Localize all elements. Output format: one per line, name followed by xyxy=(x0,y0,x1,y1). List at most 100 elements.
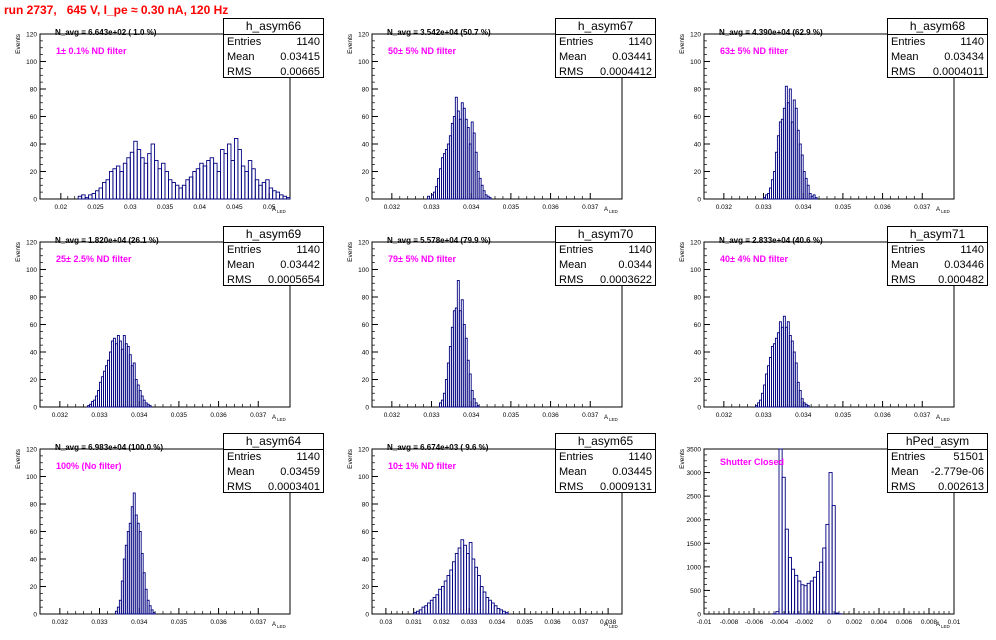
x-tick-label: 0.032 xyxy=(384,412,401,419)
histogram-bin xyxy=(807,583,810,614)
histogram-bin xyxy=(248,161,251,200)
x-tick-label: 0.034 xyxy=(463,204,480,211)
navg-label: N_avg = 2.833e+04 (40.6 %) xyxy=(719,236,823,245)
y-tick-label: 60 xyxy=(694,322,702,329)
y-axis-title: Events xyxy=(15,241,22,262)
histogram-bin xyxy=(785,529,788,614)
histogram-bin xyxy=(273,191,276,199)
y-tick-label: 80 xyxy=(362,502,370,509)
histogram-bin xyxy=(792,569,795,614)
y-tick-label: 40 xyxy=(30,350,38,357)
x-tick-label: 0.004 xyxy=(871,619,888,626)
y-tick-label: 20 xyxy=(30,169,38,176)
histogram-bin xyxy=(217,172,220,200)
y-tick-label: 2000 xyxy=(687,517,702,524)
histogram-name: h_asym71 xyxy=(888,227,987,243)
y-tick-label: 60 xyxy=(30,529,38,536)
x-axis-title-subscript: LED xyxy=(277,417,287,422)
stats-label-rms: RMS xyxy=(227,480,251,495)
histogram-bin xyxy=(280,195,283,199)
y-tick-label: 60 xyxy=(30,322,38,329)
y-axis-title: Events xyxy=(347,241,354,262)
y-tick-label: 60 xyxy=(694,114,702,121)
x-axis-title: A xyxy=(604,207,608,213)
navg-label: N_avg = 6.674e+03 ( 9.6 %) xyxy=(387,443,488,452)
y-tick-label: 0 xyxy=(697,405,701,412)
y-tick-label: 20 xyxy=(694,377,702,384)
histogram-name: h_asym64 xyxy=(224,434,323,450)
histogram-bin xyxy=(428,196,430,199)
filter-label: 10± 1% ND filter xyxy=(388,461,456,471)
x-tick-label: 0.03 xyxy=(124,204,137,211)
x-axis-title-subscript: LED xyxy=(609,417,619,422)
histogram-bin xyxy=(234,139,237,200)
stats-value-entries: 1140 xyxy=(628,450,652,465)
histogram-name: h_asym68 xyxy=(888,19,987,35)
x-axis-title: A xyxy=(272,415,276,421)
y-tick-label: 2500 xyxy=(687,494,702,501)
filter-label: 1± 0.1% ND filter xyxy=(56,46,126,56)
stats-label-mean: Mean xyxy=(559,258,587,273)
histogram-bin xyxy=(158,169,161,199)
x-tick-label: 0.036 xyxy=(544,619,561,626)
stats-value-entries: 1140 xyxy=(296,35,320,50)
x-tick-label: -0.01 xyxy=(697,619,712,626)
stats-value-entries: 1140 xyxy=(628,35,652,50)
y-axis-title: Events xyxy=(15,33,22,54)
y-tick-label: 120 xyxy=(26,32,37,39)
histogram-bin xyxy=(489,198,491,199)
x-axis-title-subscript: LED xyxy=(941,209,951,214)
stats-value-rms: 0.002613 xyxy=(938,480,984,495)
histogram-bin xyxy=(89,195,92,199)
x-tick-label: 0.033 xyxy=(461,619,478,626)
x-tick-label: 0.037 xyxy=(914,204,931,211)
stats-value-rms: 0.0005654 xyxy=(268,273,320,288)
y-tick-label: 20 xyxy=(694,169,702,176)
y-axis-title: Events xyxy=(679,33,686,54)
x-axis-title-subscript: LED xyxy=(609,209,619,214)
histogram-bin xyxy=(168,180,171,199)
y-tick-label: 120 xyxy=(690,240,701,247)
stats-label-mean: Mean xyxy=(227,465,255,480)
filter-label: 100% (No filter) xyxy=(56,461,122,471)
x-tick-label: 0.032 xyxy=(52,412,69,419)
stats-value-entries: 1140 xyxy=(296,450,320,465)
histogram-bin xyxy=(151,144,154,199)
histogram-bin xyxy=(810,581,813,614)
x-tick-label: 0.002 xyxy=(846,619,863,626)
run-title: run 2737, 645 V, I_pe ≈ 0.30 nA, 120 Hz xyxy=(4,3,228,17)
stats-value-entries: 1140 xyxy=(628,243,652,258)
histogram-bin xyxy=(106,180,109,199)
histogram-bin xyxy=(120,172,123,200)
histogram-name: h_asym67 xyxy=(556,19,655,35)
x-axis-title: A xyxy=(604,622,608,628)
histogram-bin xyxy=(96,191,99,199)
y-tick-label: 3500 xyxy=(687,447,702,454)
stats-label-mean: Mean xyxy=(559,50,587,65)
histogram-bin xyxy=(182,185,185,199)
histogram-bin xyxy=(134,141,137,199)
stats-value-entries: 1140 xyxy=(960,35,984,50)
x-tick-label: 0.03 xyxy=(380,619,393,626)
y-tick-label: 0 xyxy=(365,612,369,619)
histogram-bin xyxy=(148,154,151,199)
x-axis-title: A xyxy=(604,415,608,421)
x-tick-label: 0.035 xyxy=(517,619,534,626)
y-tick-label: 120 xyxy=(358,32,369,39)
stats-value-mean: 0.03446 xyxy=(944,258,984,273)
histogram-bin xyxy=(109,172,112,200)
histogram-bin xyxy=(189,177,192,199)
histogram-bin xyxy=(231,161,234,200)
